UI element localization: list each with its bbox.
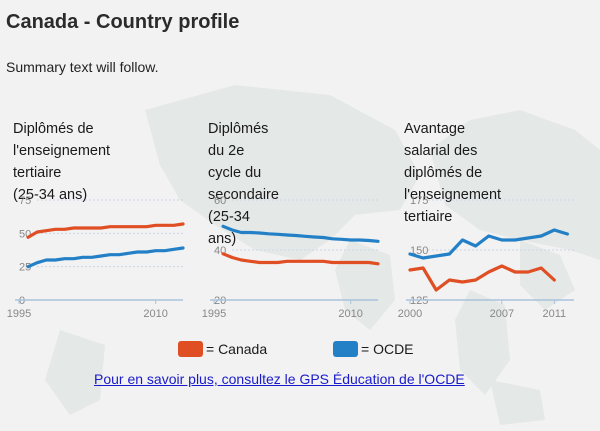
- summary-text: Summary text will follow.: [6, 59, 159, 75]
- chart-title-line: l'enseignement tertiaire: [13, 143, 111, 181]
- legend-item-oecd: = OCDE: [333, 341, 414, 357]
- y-tick-label: 75: [19, 195, 31, 207]
- chart-title-line: Diplômés de: [13, 121, 94, 137]
- x-tick-label: 2007: [490, 308, 514, 320]
- y-tick-label: 125: [410, 295, 428, 307]
- y-tick-label: 0: [19, 295, 25, 307]
- chart-svg-tertiary: 0 25 50 75 1995 2010: [7, 195, 185, 320]
- y-tick-label: 60: [214, 195, 226, 207]
- legend-swatch-canada: [178, 341, 203, 357]
- legend-label-oecd: = OCDE: [361, 341, 414, 357]
- legend-item-canada: = Canada: [178, 341, 267, 357]
- y-tick-label: 20: [214, 295, 226, 307]
- oecd-gps-link[interactable]: Pour en savoir plus, consultez le GPS Éd…: [94, 371, 465, 387]
- chart-title-salary: Avantage salarial des diplômés de l'ense…: [404, 118, 501, 228]
- series-line-oecd: [221, 224, 380, 243]
- series-line-canada: [26, 222, 185, 239]
- chart-title-line: (25-34 ans): [13, 187, 88, 203]
- y-tick-label: 50: [19, 228, 31, 240]
- page-title: Canada - Country profile: [6, 11, 240, 33]
- y-tick-label: 25: [19, 262, 31, 274]
- x-tick-label: 2011: [542, 308, 566, 320]
- chart-title-line: secondaire (25-34 ans): [208, 187, 279, 247]
- chart-title-line: Diplômés du 2e cycle du: [208, 121, 269, 181]
- x-tick-label: 2010: [143, 308, 167, 320]
- y-tick-label: 175: [410, 195, 428, 207]
- legend-label-canada: = Canada: [206, 341, 268, 357]
- chart-title-line: diplômés de: [404, 165, 483, 181]
- chart-title-line: l'enseignement tertiaire: [404, 187, 502, 225]
- x-tick-label: 2000: [398, 308, 422, 320]
- series-line-oecd: [26, 246, 185, 269]
- chart-title-secondary: Diplômés du 2e cycle du secondaire (25-3…: [208, 118, 279, 250]
- x-tick-label: 2010: [338, 308, 362, 320]
- series-line-canada: [221, 252, 380, 266]
- chart-title-line: Avantage salarial des: [404, 121, 478, 159]
- series-line-oecd: [408, 228, 569, 260]
- legend-swatch-oecd: [333, 341, 358, 357]
- chart-title-tertiary: Diplômés de l'enseignement tertiaire (25…: [13, 118, 110, 206]
- x-tick-label: 1995: [202, 308, 226, 320]
- series-line-canada: [408, 264, 556, 292]
- x-tick-label: 1995: [7, 308, 31, 320]
